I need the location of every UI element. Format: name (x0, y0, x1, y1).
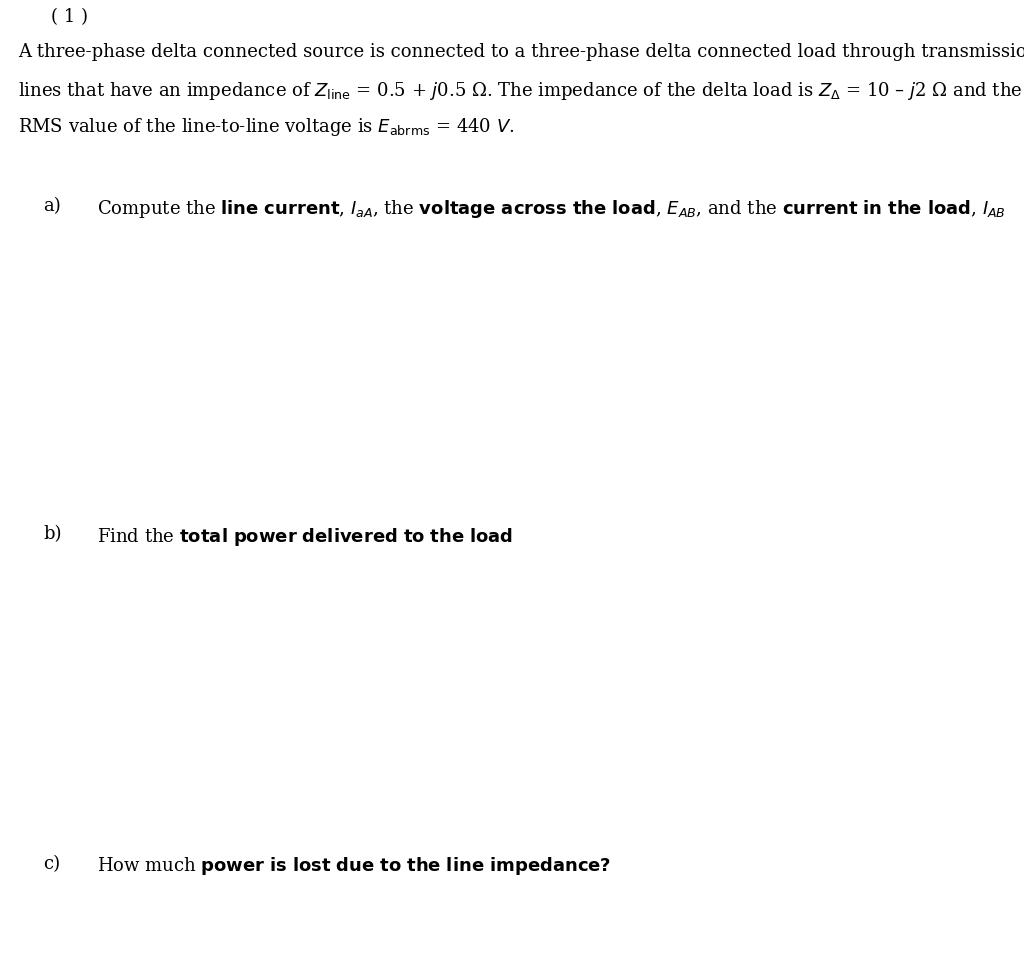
Text: A three-phase delta connected source is connected to a three-phase delta connect: A three-phase delta connected source is … (18, 43, 1024, 61)
Text: c): c) (43, 855, 60, 874)
Text: RMS value of the line-to-line voltage is $E_{\mathrm{abrms}}$ = 440 $V$.: RMS value of the line-to-line voltage is… (18, 116, 515, 138)
Text: a): a) (43, 198, 60, 216)
Text: How much $\mathbf{power\ is\ lost\ due\ to\ the\ line\ impedance?}$: How much $\mathbf{power\ is\ lost\ due\ … (97, 855, 611, 877)
Text: lines that have an impedance of $Z_{\mathrm{line}}$ = 0.5 + $j$0.5 Ω. The impeda: lines that have an impedance of $Z_{\mat… (18, 80, 1023, 102)
Text: Compute the $\mathbf{line\ current}$, $I_{aA}$, the $\mathbf{voltage\ across\ th: Compute the $\mathbf{line\ current}$, $I… (97, 198, 1007, 220)
Text: Find the $\mathbf{total\ power\ delivered\ to\ the\ load}$: Find the $\mathbf{total\ power\ delivere… (97, 526, 513, 548)
Text: ( 1 ): ( 1 ) (51, 8, 88, 26)
Text: b): b) (43, 526, 61, 544)
